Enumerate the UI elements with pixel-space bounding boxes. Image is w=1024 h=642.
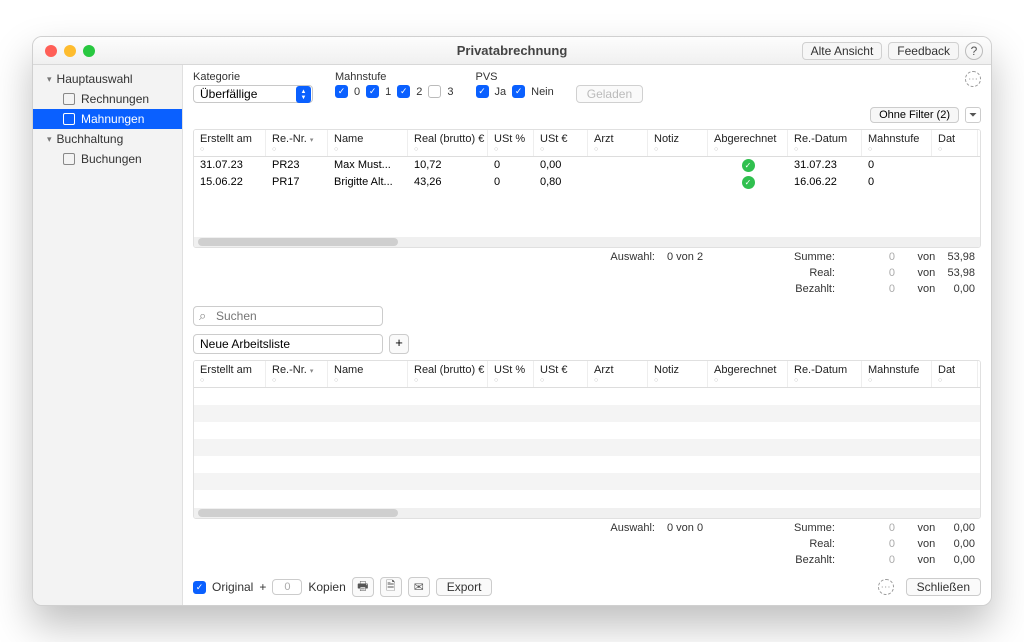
- column-header[interactable]: USt %○: [488, 130, 534, 156]
- column-header[interactable]: Notiz○: [648, 361, 708, 387]
- table-header: Erstellt am○Re.-Nr. ▾○Name○Real (brutto)…: [194, 361, 980, 388]
- main-content: Kategorie Überfällige ▲▼ Mahnstufe ✓0✓1✓…: [183, 65, 991, 605]
- mahnstufe-label: Mahnstufe: [335, 71, 454, 83]
- footer-toolbar: ✓ Original + Kopien 🖶 🗎 ✉ Export ⋯ Schli…: [193, 571, 981, 597]
- sidebar-item-mahnungen[interactable]: Mahnungen: [33, 109, 182, 129]
- column-header[interactable]: Real (brutto) €○: [408, 361, 488, 387]
- column-header[interactable]: Real (brutto) €○: [408, 130, 488, 156]
- export-button[interactable]: Export: [436, 578, 493, 596]
- pvs-checkboxes: ✓Ja✓Nein: [476, 85, 554, 98]
- window: Privatabrechnung Alte Ansicht Feedback ?…: [32, 36, 992, 606]
- search-box: [193, 306, 981, 326]
- sidebar-item-buchungen[interactable]: Buchungen: [33, 149, 182, 169]
- worklist-table: Erstellt am○Re.-Nr. ▾○Name○Real (brutto)…: [193, 360, 981, 519]
- footer-overflow-icon[interactable]: ⋯: [878, 579, 894, 595]
- column-header[interactable]: Re.-Datum○: [788, 130, 862, 156]
- document-button[interactable]: 🗎: [380, 577, 402, 597]
- reminder-icon: [63, 113, 75, 125]
- kopien-count-input[interactable]: [272, 579, 302, 595]
- column-header[interactable]: Mahnstufe○: [862, 130, 932, 156]
- table-row: [194, 439, 980, 456]
- mahnstufe-checkboxes: ✓0✓1✓23: [335, 85, 454, 98]
- kategorie-label: Kategorie: [193, 71, 313, 83]
- sidebar: Hauptauswahl Rechnungen Mahnungen Buchha…: [33, 65, 183, 605]
- table-row: [194, 422, 980, 439]
- column-header[interactable]: Name○: [328, 361, 408, 387]
- worklist-summary: Auswahl:0 von 0 Summe:0von 0,00 Real:0vo…: [193, 519, 981, 567]
- column-header[interactable]: Abgerechnet○: [708, 361, 788, 387]
- sidebar-group-hauptauswahl[interactable]: Hauptauswahl: [33, 69, 182, 89]
- geladen-button[interactable]: Geladen: [576, 85, 643, 103]
- column-header[interactable]: Dat○: [932, 130, 978, 156]
- column-header[interactable]: Re.-Nr. ▾○: [266, 130, 328, 156]
- column-header[interactable]: Abgerechnet○: [708, 130, 788, 156]
- table-body: [194, 388, 980, 508]
- table-body: 31.07.23PR23Max Must... 10,7200,00 ✓ 31.…: [194, 157, 980, 237]
- invoice-icon: [63, 93, 75, 105]
- search-input[interactable]: [193, 306, 383, 326]
- mail-button[interactable]: ✉: [408, 577, 430, 597]
- table-row: [194, 405, 980, 422]
- column-header[interactable]: Erstellt am○: [194, 130, 266, 156]
- pvs-Nein-checkbox[interactable]: ✓: [512, 85, 525, 98]
- table-summary: Auswahl:0 von 2 Summe:0von 53,98 Real:0v…: [193, 248, 981, 296]
- column-header[interactable]: USt %○: [488, 361, 534, 387]
- table-row[interactable]: 31.07.23PR23Max Must... 10,7200,00 ✓ 31.…: [194, 157, 980, 174]
- column-header[interactable]: Erstellt am○: [194, 361, 266, 387]
- kategorie-select[interactable]: Überfällige: [193, 85, 313, 103]
- column-header[interactable]: Re.-Datum○: [788, 361, 862, 387]
- filter-bar: Kategorie Überfällige ▲▼ Mahnstufe ✓0✓1✓…: [193, 71, 981, 103]
- column-header[interactable]: Re.-Nr. ▾○: [266, 361, 328, 387]
- invoices-table: Erstellt am○Re.-Nr. ▾○Name○Real (brutto)…: [193, 129, 981, 248]
- overflow-menu-icon[interactable]: ⋯: [965, 71, 981, 87]
- table-row[interactable]: 15.06.22PR17Brigitte Alt... 43,2600,80 ✓…: [194, 174, 980, 191]
- kopien-label: Kopien: [308, 580, 345, 594]
- column-header[interactable]: USt €○: [534, 361, 588, 387]
- horizontal-scrollbar[interactable]: [194, 508, 980, 518]
- bookings-icon: [63, 153, 75, 165]
- pvs-label: PVS: [476, 71, 554, 83]
- table-row: [194, 456, 980, 473]
- add-worklist-button[interactable]: +: [389, 334, 409, 354]
- window-title: Privatabrechnung: [33, 43, 991, 58]
- print-button[interactable]: 🖶: [352, 577, 374, 597]
- table-header: Erstellt am○Re.-Nr. ▾○Name○Real (brutto)…: [194, 130, 980, 157]
- titlebar: Privatabrechnung Alte Ansicht Feedback ?: [33, 37, 991, 65]
- filter-funnel-icon[interactable]: ⏷: [965, 107, 981, 123]
- table-row: [194, 388, 980, 405]
- ohne-filter-pill[interactable]: Ohne Filter (2): [870, 107, 959, 123]
- mahnstufe-3-checkbox[interactable]: [428, 85, 441, 98]
- select-arrows-icon: ▲▼: [296, 86, 311, 103]
- pvs-Ja-checkbox[interactable]: ✓: [476, 85, 489, 98]
- column-header[interactable]: Name○: [328, 130, 408, 156]
- sidebar-item-rechnungen[interactable]: Rechnungen: [33, 89, 182, 109]
- check-icon: ✓: [742, 176, 755, 189]
- sidebar-group-buchhaltung[interactable]: Buchhaltung: [33, 129, 182, 149]
- column-header[interactable]: Arzt○: [588, 130, 648, 156]
- table-row: [194, 473, 980, 490]
- check-icon: ✓: [742, 159, 755, 172]
- column-header[interactable]: USt €○: [534, 130, 588, 156]
- close-button[interactable]: Schließen: [906, 578, 981, 596]
- mahnstufe-1-checkbox[interactable]: ✓: [366, 85, 379, 98]
- horizontal-scrollbar[interactable]: [194, 237, 980, 247]
- column-header[interactable]: Dat○: [932, 361, 978, 387]
- mahnstufe-2-checkbox[interactable]: ✓: [397, 85, 410, 98]
- original-checkbox[interactable]: ✓: [193, 581, 206, 594]
- worklist-name-input[interactable]: [193, 334, 383, 354]
- original-label: Original: [212, 580, 253, 594]
- table-row: [194, 490, 980, 507]
- mahnstufe-0-checkbox[interactable]: ✓: [335, 85, 348, 98]
- column-header[interactable]: Mahnstufe○: [862, 361, 932, 387]
- column-header[interactable]: Notiz○: [648, 130, 708, 156]
- column-header[interactable]: Arzt○: [588, 361, 648, 387]
